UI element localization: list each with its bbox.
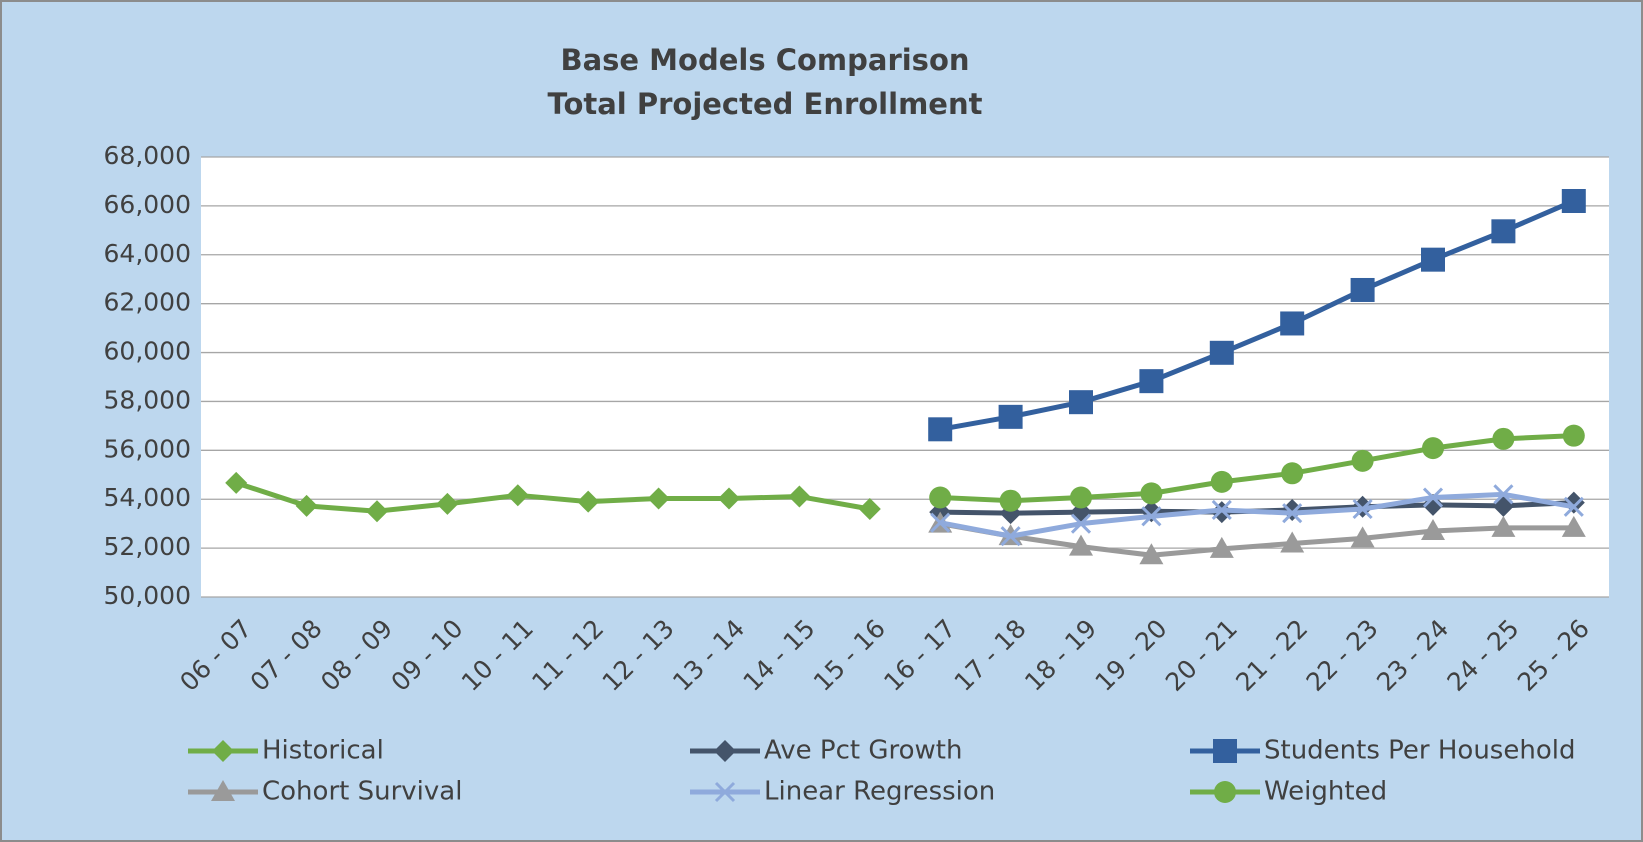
marker [1070, 486, 1092, 509]
marker [930, 512, 951, 533]
legend-label: Cohort Survival [262, 777, 462, 807]
marker [999, 489, 1022, 512]
marker [1422, 437, 1444, 460]
legend-item: Linear Regression [690, 777, 995, 807]
marker [577, 490, 600, 513]
legend-item: Cohort Survival [188, 777, 462, 807]
marker [1491, 219, 1516, 244]
marker [718, 487, 740, 510]
chart-title: Base Models Comparison [560, 43, 969, 77]
plot-area [201, 157, 1609, 597]
marker [225, 471, 248, 494]
legend-label: Ave Pct Growth [764, 736, 962, 766]
marker [647, 487, 670, 510]
marker [1281, 498, 1304, 521]
marker [1280, 531, 1305, 553]
series-line [939, 521, 1574, 558]
y-tick-label: 60,000 [104, 337, 191, 366]
marker [436, 492, 459, 515]
marker [212, 740, 234, 762]
marker [1214, 781, 1236, 803]
legend-item: Ave Pct Growth [690, 736, 962, 766]
y-tick-label: 62,000 [104, 288, 191, 317]
legend-label: Historical [262, 736, 384, 766]
series-line [235, 480, 871, 514]
y-tick-label: 54,000 [104, 483, 191, 512]
marker [1351, 449, 1374, 472]
y-tick-label: 58,000 [104, 385, 191, 414]
marker [1280, 311, 1305, 336]
marker [999, 502, 1022, 525]
marker [1139, 369, 1164, 394]
marker [1421, 519, 1445, 540]
series-line [939, 491, 1575, 539]
marker [211, 780, 235, 801]
marker [1562, 491, 1585, 514]
series-line [939, 198, 1575, 432]
marker [714, 740, 736, 762]
marker [1211, 499, 1232, 521]
marker [295, 494, 318, 517]
marker [1563, 496, 1584, 517]
marker [998, 404, 1023, 429]
marker [1492, 427, 1515, 450]
marker [1140, 482, 1163, 505]
marker [1213, 739, 1237, 763]
y-tick-label: 64,000 [104, 239, 191, 268]
marker [714, 781, 736, 803]
marker [1350, 526, 1375, 548]
marker [928, 417, 953, 442]
marker [1562, 424, 1585, 447]
marker [1210, 470, 1233, 493]
legend-label: Students Per Household [1264, 736, 1575, 766]
marker [1209, 536, 1234, 558]
marker [1282, 503, 1303, 524]
legend-item: Historical [188, 736, 384, 766]
marker [366, 500, 388, 523]
marker [1561, 189, 1586, 213]
y-tick-label: 68,000 [104, 141, 191, 170]
marker [1139, 543, 1164, 565]
marker [1069, 534, 1093, 556]
marker [929, 486, 952, 509]
marker [1561, 515, 1586, 537]
legend-label: Linear Regression [764, 777, 995, 807]
y-tick-label: 52,000 [104, 532, 191, 561]
marker [1352, 498, 1373, 520]
marker [858, 498, 881, 520]
marker [788, 485, 811, 508]
legend-label: Weighted [1264, 777, 1387, 807]
marker [1491, 515, 1516, 537]
marker [1421, 247, 1445, 272]
series-line [940, 433, 1574, 504]
marker [1000, 526, 1021, 547]
marker [1350, 277, 1375, 302]
y-tick-label: 50,000 [104, 581, 191, 610]
marker [1493, 484, 1514, 505]
marker [1281, 462, 1304, 485]
chart-subtitle: Total Projected Enrollment [548, 87, 983, 121]
marker [1209, 340, 1234, 365]
marker [1070, 513, 1092, 534]
marker [1422, 487, 1444, 508]
marker [506, 484, 529, 507]
legend-item: Weighted [1190, 777, 1387, 807]
marker [1069, 390, 1093, 415]
y-tick-label: 56,000 [104, 434, 191, 463]
legend-item: Students Per Household [1190, 736, 1575, 766]
y-tick-label: 66,000 [104, 190, 191, 219]
marker [1141, 506, 1162, 527]
